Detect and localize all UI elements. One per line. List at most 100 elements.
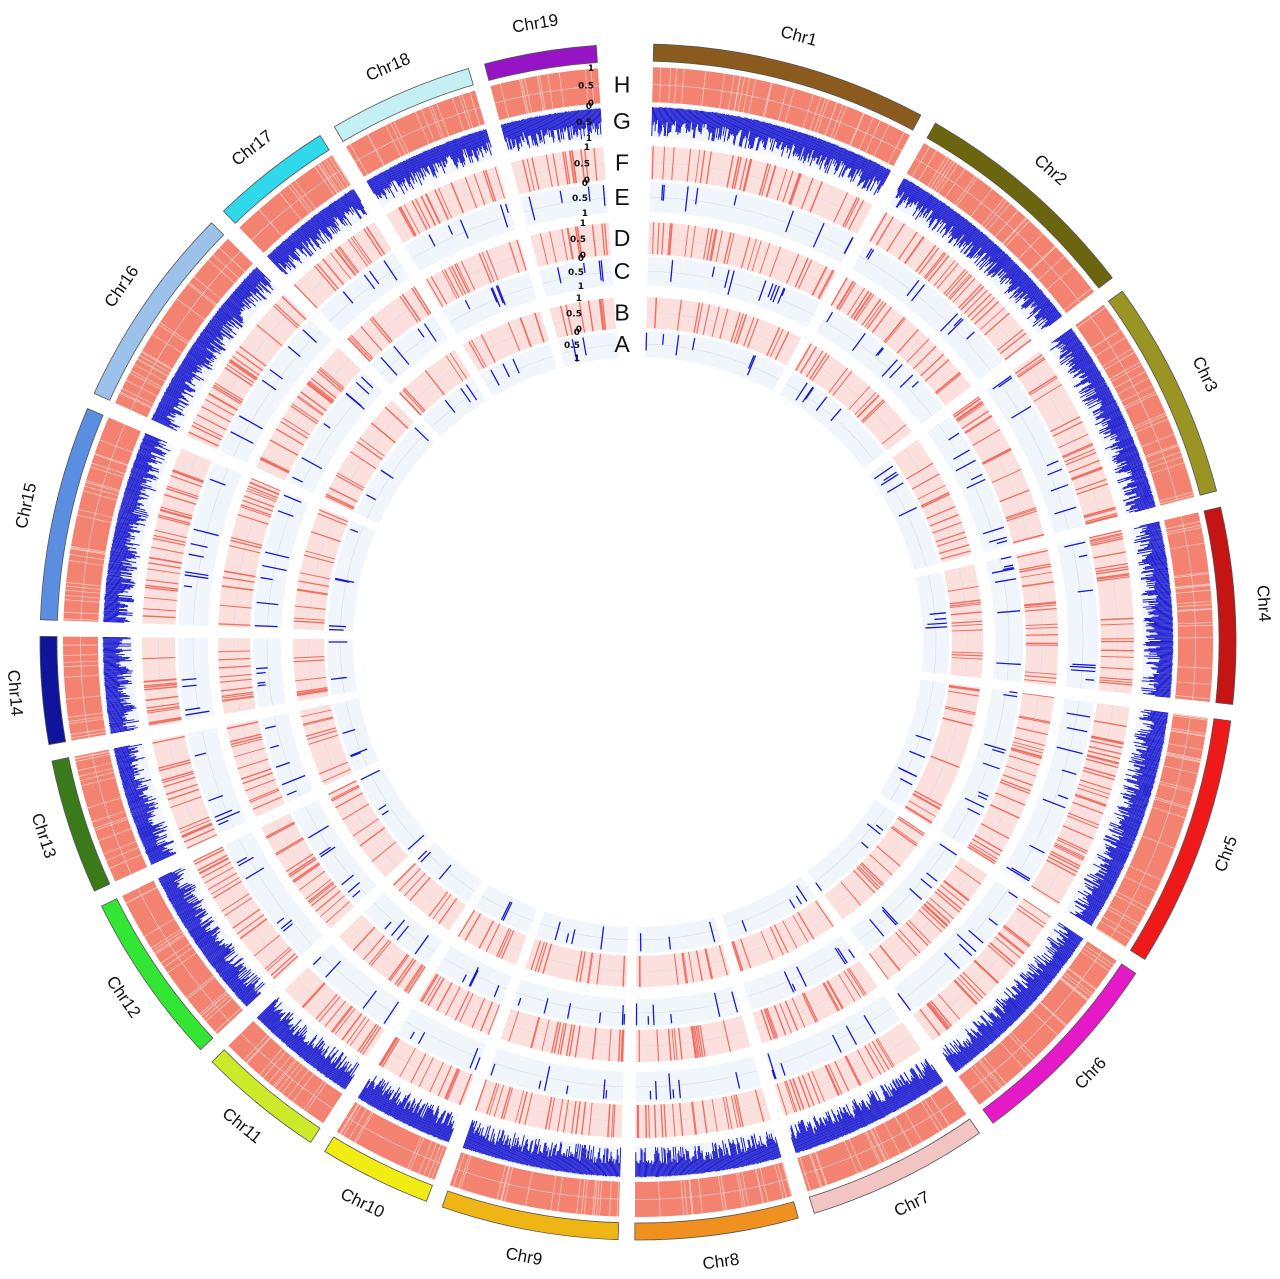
track-gridline xyxy=(646,312,794,352)
bar xyxy=(1105,850,1127,862)
bar xyxy=(1122,814,1142,823)
bar xyxy=(132,810,155,820)
bar xyxy=(956,1053,966,1065)
bar xyxy=(282,923,293,932)
heat-line xyxy=(357,1023,378,1052)
bar xyxy=(201,941,216,952)
bar xyxy=(339,198,349,212)
bar xyxy=(552,1155,557,1170)
bar xyxy=(291,1036,304,1051)
bar xyxy=(150,851,176,864)
heat-line xyxy=(860,862,884,885)
heat-gap xyxy=(1175,583,1211,588)
scale-tick-label: 1 xyxy=(586,134,592,144)
heat-line xyxy=(359,437,386,457)
bar xyxy=(438,145,448,165)
heat-gap xyxy=(303,1081,325,1110)
bar xyxy=(1147,661,1173,664)
bar xyxy=(1105,834,1133,848)
bar xyxy=(1002,259,1012,270)
bar xyxy=(114,533,130,538)
bar xyxy=(651,106,654,137)
bar xyxy=(187,923,201,932)
heat-line xyxy=(441,270,458,299)
heat-line xyxy=(519,317,532,347)
bar xyxy=(202,329,226,346)
bar xyxy=(473,132,481,152)
bar xyxy=(966,331,975,340)
bar xyxy=(447,225,454,235)
bar xyxy=(694,187,699,205)
bar xyxy=(836,1114,846,1136)
bar xyxy=(1150,667,1173,670)
bar xyxy=(465,135,474,156)
track-d-chr14 xyxy=(218,638,256,715)
bar xyxy=(108,711,127,716)
bar xyxy=(260,576,273,581)
bar xyxy=(418,153,429,174)
bar xyxy=(928,201,943,221)
bar xyxy=(125,788,148,797)
heat-line xyxy=(230,539,262,549)
bar xyxy=(103,662,117,665)
bar xyxy=(233,291,250,305)
heat-line xyxy=(661,222,665,255)
bar xyxy=(1109,851,1127,860)
bar xyxy=(677,1153,681,1176)
track-gridline xyxy=(329,264,402,322)
bar xyxy=(225,301,242,315)
bar xyxy=(321,1061,332,1074)
heat-gap xyxy=(70,547,106,554)
ideogram-chr10 xyxy=(324,1136,433,1202)
bar xyxy=(206,944,226,959)
bar xyxy=(103,659,126,661)
heat-gap xyxy=(167,952,197,974)
heat-line xyxy=(1017,358,1046,379)
bar xyxy=(920,1062,938,1087)
heat-line xyxy=(906,462,934,480)
bar xyxy=(1075,913,1093,925)
heat-line xyxy=(315,890,341,912)
bar xyxy=(1101,396,1114,404)
bar xyxy=(718,1144,724,1171)
bar xyxy=(384,1092,397,1114)
bar xyxy=(1058,922,1084,940)
bar xyxy=(757,121,763,137)
bar xyxy=(952,215,962,227)
heat-line xyxy=(574,1025,581,1058)
track-gridline xyxy=(320,954,395,1015)
heat-line xyxy=(1053,845,1084,861)
bar xyxy=(1130,500,1155,508)
heat-line xyxy=(143,597,177,601)
bar xyxy=(108,563,137,569)
bar xyxy=(138,450,156,458)
ideogram-chr2 xyxy=(926,122,1113,289)
heat-line xyxy=(800,177,814,210)
bar xyxy=(683,1153,687,1175)
bar xyxy=(214,315,227,325)
heat-line xyxy=(704,948,713,980)
heat-line xyxy=(866,302,887,330)
bar xyxy=(278,245,294,263)
track-b-chr2 xyxy=(794,342,912,451)
bar xyxy=(1100,402,1117,412)
bar xyxy=(543,1065,551,1091)
heat-gap xyxy=(287,1069,309,1098)
bar xyxy=(1145,553,1166,559)
bar xyxy=(603,1163,606,1176)
bar xyxy=(931,200,940,212)
bar xyxy=(276,917,285,924)
bar xyxy=(596,1152,600,1176)
heat-line xyxy=(699,150,706,184)
heat-line xyxy=(852,292,872,320)
bar xyxy=(923,1068,937,1087)
bar xyxy=(117,516,138,522)
heat-line xyxy=(964,414,992,434)
bar xyxy=(447,1128,454,1143)
heat-gap xyxy=(521,78,529,114)
bar xyxy=(382,1099,390,1113)
bar xyxy=(280,243,297,261)
heat-line xyxy=(249,481,280,496)
heat-line xyxy=(848,967,867,995)
bar xyxy=(110,725,123,729)
